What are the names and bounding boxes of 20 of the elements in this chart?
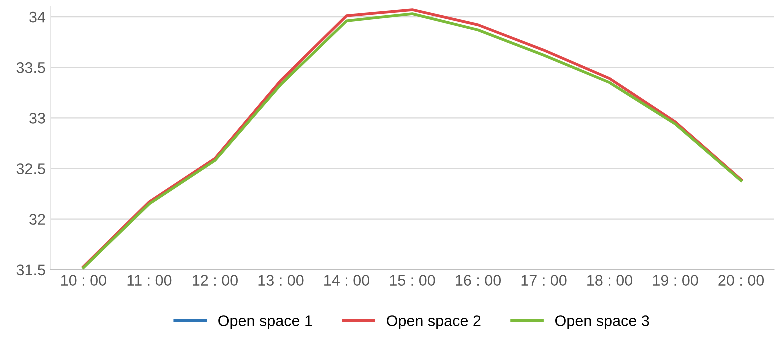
x-tick-label: 12 : 00 xyxy=(193,275,238,286)
x-tick-label: 18 : 00 xyxy=(588,275,633,286)
x-tick-label: 19 : 00 xyxy=(653,275,698,286)
legend-label: Open space 3 xyxy=(556,316,650,330)
y-tick-label: 34 xyxy=(30,12,46,23)
legend-label: Open space 2 xyxy=(387,316,481,330)
x-tick-label: 11 : 00 xyxy=(128,275,172,286)
x-tick-label: 14 : 00 xyxy=(324,275,370,286)
y-tick-label: 33 xyxy=(30,113,46,124)
y-tick-label: 32 xyxy=(30,214,46,225)
x-tick-label: 15 : 00 xyxy=(390,275,436,286)
x-tick-label: 20 : 00 xyxy=(718,275,764,286)
x-tick-label: 13 : 00 xyxy=(258,275,304,286)
y-tick-label: 32.5 xyxy=(16,164,46,174)
legend-label: Open space 1 xyxy=(218,316,312,330)
x-tick-label: 10 : 00 xyxy=(62,275,106,286)
x-tick-label: 17 : 00 xyxy=(522,275,567,286)
x-tick-label: 16 : 00 xyxy=(456,275,502,286)
y-tick-label: 31.5 xyxy=(16,264,46,276)
y-tick-label: 33.5 xyxy=(16,62,46,74)
